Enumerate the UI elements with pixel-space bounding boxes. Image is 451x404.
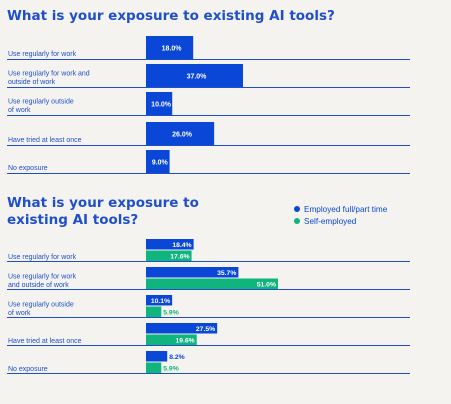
chart2-legend: Employed full/part time Self-employed [294, 203, 444, 227]
category-label-have-tried-at-least-once: Have tried at least once [8, 137, 82, 144]
value-label-use-regularly-for-work-and-outside-of-work-self-employed: 51.0% [257, 281, 276, 288]
legend-swatch-self-employed [294, 218, 300, 224]
bar-use-regularly-outside-of-work-self-employed [146, 306, 162, 317]
value-label-use-regularly-for-work-and-outside-of-work: 37.0% [187, 74, 208, 81]
bar-use-regularly-for-work-and-outside-of-work-employed-full-part-time [146, 267, 239, 278]
category-label-use-regularly-for-work-and-outside-of-work: Use regularly for work [8, 274, 77, 281]
value-label-use-regularly-outside-of-work-self-employed: 5.9% [163, 309, 179, 316]
chart1-svg: 18.0% Use regularly for work 37.0% Use regu… [7, 36, 410, 174]
chart1-title: What is your exposure to existing AI too… [7, 8, 335, 24]
category-label-use-regularly-outside-of-work: of work [8, 107, 31, 114]
category-label-use-regularly-for-work-and-outside-of-work: Use regularly for work and [8, 71, 90, 78]
value-label-no-exposure-self-employed: 5.9% [163, 365, 179, 372]
value-label-no-exposure-employed-full-part-time: 8.2% [169, 354, 185, 361]
bar-use-regularly-for-work-and-outside-of-work [146, 64, 243, 87]
category-label-use-regularly-for-work: Use regularly for work [8, 254, 77, 261]
bar-use-regularly-for-work [146, 36, 194, 59]
bar-no-exposure-self-employed [146, 362, 162, 373]
value-label-use-regularly-for-work: 18.0% [162, 46, 183, 53]
bar-use-regularly-outside-of-work [146, 92, 173, 115]
chart2-title: What is your exposure to existing AI tool… [7, 195, 199, 228]
category-label-no-exposure: No exposure [8, 366, 48, 373]
bar-have-tried-at-least-once [146, 122, 215, 145]
category-label-use-regularly-outside-of-work: Use regularly outside [8, 302, 74, 309]
bar-have-tried-at-least-once-self-employed [146, 334, 197, 345]
category-label-use-regularly-for-work-and-outside-of-work: and outside of work [8, 282, 69, 289]
bar-no-exposure [146, 150, 170, 173]
bar-use-regularly-for-work-self-employed [146, 250, 192, 261]
legend-label-self-employed: Self-employed [304, 216, 357, 226]
legend-item-self-employed: Self-employed [294, 215, 444, 227]
category-label-no-exposure: No exposure [8, 165, 48, 172]
bar-have-tried-at-least-once-employed-full-part-time [146, 323, 218, 334]
bar-use-regularly-outside-of-work-employed-full-part-time [146, 295, 173, 306]
category-label-use-regularly-for-work-and-outside-of-work: outside of work [8, 79, 56, 86]
category-label-use-regularly-for-work: Use regularly for work [8, 51, 77, 58]
value-label-use-regularly-for-work-and-outside-of-work-employed-full-part-time: 35.7% [217, 270, 236, 277]
category-label-use-regularly-outside-of-work: of work [8, 310, 31, 317]
category-label-have-tried-at-least-once: Have tried at least once [8, 338, 82, 345]
value-label-have-tried-at-least-once-employed-full-part-time: 27.5% [196, 326, 215, 333]
value-label-no-exposure: 9.0% [152, 160, 169, 167]
bar-use-regularly-for-work-and-outside-of-work-self-employed [146, 278, 278, 289]
value-label-use-regularly-for-work-employed-full-part-time: 18.4% [172, 242, 191, 249]
bar-no-exposure-employed-full-part-time [146, 351, 168, 362]
value-label-use-regularly-for-work-self-employed: 17.6% [170, 253, 189, 260]
bar-use-regularly-for-work-employed-full-part-time [146, 239, 194, 250]
category-label-use-regularly-outside-of-work: Use regularly outside [8, 99, 74, 106]
value-label-have-tried-at-least-once: 26.0% [172, 132, 193, 139]
legend-item-employed: Employed full/part time [294, 203, 444, 215]
value-label-have-tried-at-least-once-self-employed: 19.6% [175, 337, 194, 344]
value-label-use-regularly-outside-of-work-employed-full-part-time: 10.1% [151, 298, 170, 305]
legend-swatch-employed [294, 206, 300, 212]
legend-label-employed: Employed full/part time [304, 204, 388, 214]
value-label-use-regularly-outside-of-work: 10.0% [151, 102, 172, 109]
